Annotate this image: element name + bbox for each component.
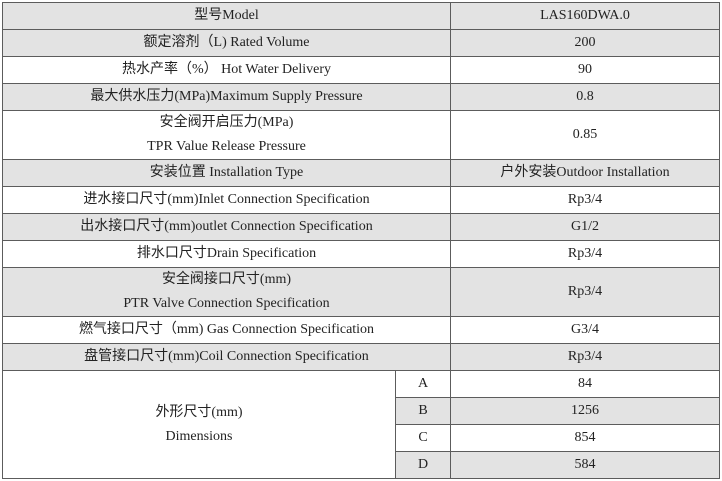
gas-connection-value: G3/4 bbox=[450, 316, 720, 344]
dimension-key-b: B bbox=[395, 397, 451, 425]
table-row-inlet-connection: 进水接口尺寸(mm)Inlet Connection Specification… bbox=[2, 186, 720, 214]
table-row-dimension-d: D 584 bbox=[3, 451, 720, 479]
rated-volume-label: 额定溶剂（L) Rated Volume bbox=[2, 29, 451, 57]
table-row-gas-connection: 燃气接口尺寸（mm) Gas Connection Specification … bbox=[2, 316, 720, 344]
tpr-label-line2: TPR Value Release Pressure bbox=[147, 139, 306, 154]
coil-connection-label: 盘管接口尺寸(mm)Coil Connection Specification bbox=[2, 343, 451, 371]
drain-label: 排水口尺寸Drain Specification bbox=[2, 240, 451, 268]
ptr-valve-connection-label: 安全阀接口尺寸(mm) PTR Valve Connection Specifi… bbox=[2, 267, 451, 317]
model-value: LAS160DWA.0 bbox=[450, 2, 720, 30]
ptr-valve-connection-value: Rp3/4 bbox=[450, 267, 720, 317]
table-row-coil-connection: 盘管接口尺寸(mm)Coil Connection Specification … bbox=[2, 343, 720, 371]
table-row-drain: 排水口尺寸Drain Specification Rp3/4 bbox=[2, 240, 720, 268]
table-row-tpr-release-pressure: 安全阀开启压力(MPa) TPR Value Release Pressure … bbox=[2, 110, 720, 160]
dimension-key-c: C bbox=[395, 424, 451, 452]
table-row-dimension-b: B 1256 bbox=[3, 397, 720, 425]
rated-volume-value: 200 bbox=[450, 29, 720, 57]
table-row-model: 型号Model LAS160DWA.0 bbox=[2, 2, 720, 30]
installation-type-label: 安装位置 Installation Type bbox=[2, 159, 451, 187]
dimensions-label: 外形尺寸(mm) Dimensions bbox=[2, 370, 396, 479]
table-row-max-supply-pressure: 最大供水压力(MPa)Maximum Supply Pressure 0.8 bbox=[2, 83, 720, 111]
table-row-outlet-connection: 出水接口尺寸(mm)outlet Connection Specificatio… bbox=[2, 213, 720, 241]
hot-water-delivery-label: 热水产率（%） Hot Water Delivery bbox=[2, 56, 451, 84]
drain-value: Rp3/4 bbox=[450, 240, 720, 268]
ptr-label-line1: 安全阀接口尺寸(mm) bbox=[161, 272, 292, 287]
table-row-rated-volume: 额定溶剂（L) Rated Volume 200 bbox=[2, 29, 720, 57]
inlet-connection-label: 进水接口尺寸(mm)Inlet Connection Specification bbox=[2, 186, 451, 214]
dimension-value-d: 584 bbox=[450, 451, 720, 479]
coil-connection-value: Rp3/4 bbox=[450, 343, 720, 371]
dimension-value-c: 854 bbox=[450, 424, 720, 452]
tpr-label-line1: 安全阀开启压力(MPa) bbox=[159, 115, 294, 130]
max-supply-pressure-label: 最大供水压力(MPa)Maximum Supply Pressure bbox=[2, 83, 451, 111]
tpr-release-pressure-label: 安全阀开启压力(MPa) TPR Value Release Pressure bbox=[2, 110, 451, 160]
outlet-connection-value: G1/2 bbox=[450, 213, 720, 241]
dimension-value-a: 84 bbox=[450, 370, 720, 398]
dimension-value-b: 1256 bbox=[450, 397, 720, 425]
table-row-hot-water-delivery: 热水产率（%） Hot Water Delivery 90 bbox=[2, 56, 720, 84]
hot-water-delivery-value: 90 bbox=[450, 56, 720, 84]
dimension-key-a: A bbox=[395, 370, 451, 398]
table-row-ptr-valve-connection: 安全阀接口尺寸(mm) PTR Valve Connection Specifi… bbox=[2, 267, 720, 317]
dimensions-label-line1: 外形尺寸(mm) bbox=[155, 404, 243, 420]
ptr-label-line2: PTR Valve Connection Specification bbox=[123, 296, 330, 311]
installation-type-value: 户外安装Outdoor Installation bbox=[450, 159, 720, 187]
dimensions-label-line2: Dimensions bbox=[165, 428, 233, 444]
gas-connection-label: 燃气接口尺寸（mm) Gas Connection Specification bbox=[2, 316, 451, 344]
inlet-connection-value: Rp3/4 bbox=[450, 186, 720, 214]
table-row-dimension-a: 外形尺寸(mm) Dimensions A 84 bbox=[2, 370, 720, 479]
outlet-connection-label: 出水接口尺寸(mm)outlet Connection Specificatio… bbox=[2, 213, 451, 241]
tpr-release-pressure-value: 0.85 bbox=[450, 110, 720, 160]
table-row-installation-type: 安装位置 Installation Type 户外安装Outdoor Insta… bbox=[2, 159, 720, 187]
model-label: 型号Model bbox=[2, 2, 451, 30]
max-supply-pressure-value: 0.8 bbox=[450, 83, 720, 111]
dimension-key-d: D bbox=[395, 451, 451, 479]
